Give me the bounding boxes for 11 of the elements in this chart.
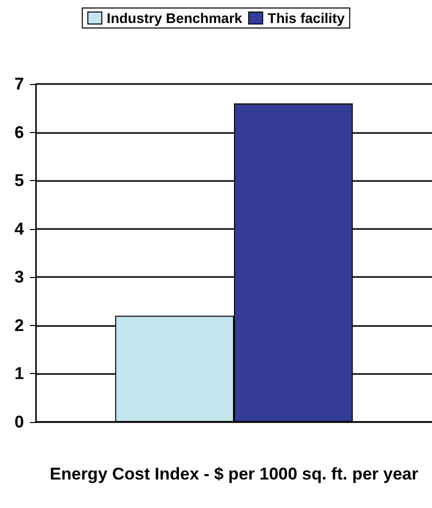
y-tick-label: 3 (14, 268, 24, 287)
y-tick-label: 4 (14, 219, 25, 238)
y-tick-label: 0 (14, 412, 24, 432)
legend-label: Industry Benchmark (106, 10, 242, 26)
x-axis-title: Energy Cost Index - $ per 1000 sq. ft. per year (50, 464, 419, 484)
y-tick-label: 1 (14, 364, 24, 384)
y-tick-label: 5 (14, 171, 24, 190)
y-tick-label: 6 (14, 122, 24, 142)
y-tick-label: 7 (14, 74, 24, 94)
legend-label: This facility (268, 10, 345, 26)
y-tick-label: 2 (14, 316, 24, 335)
